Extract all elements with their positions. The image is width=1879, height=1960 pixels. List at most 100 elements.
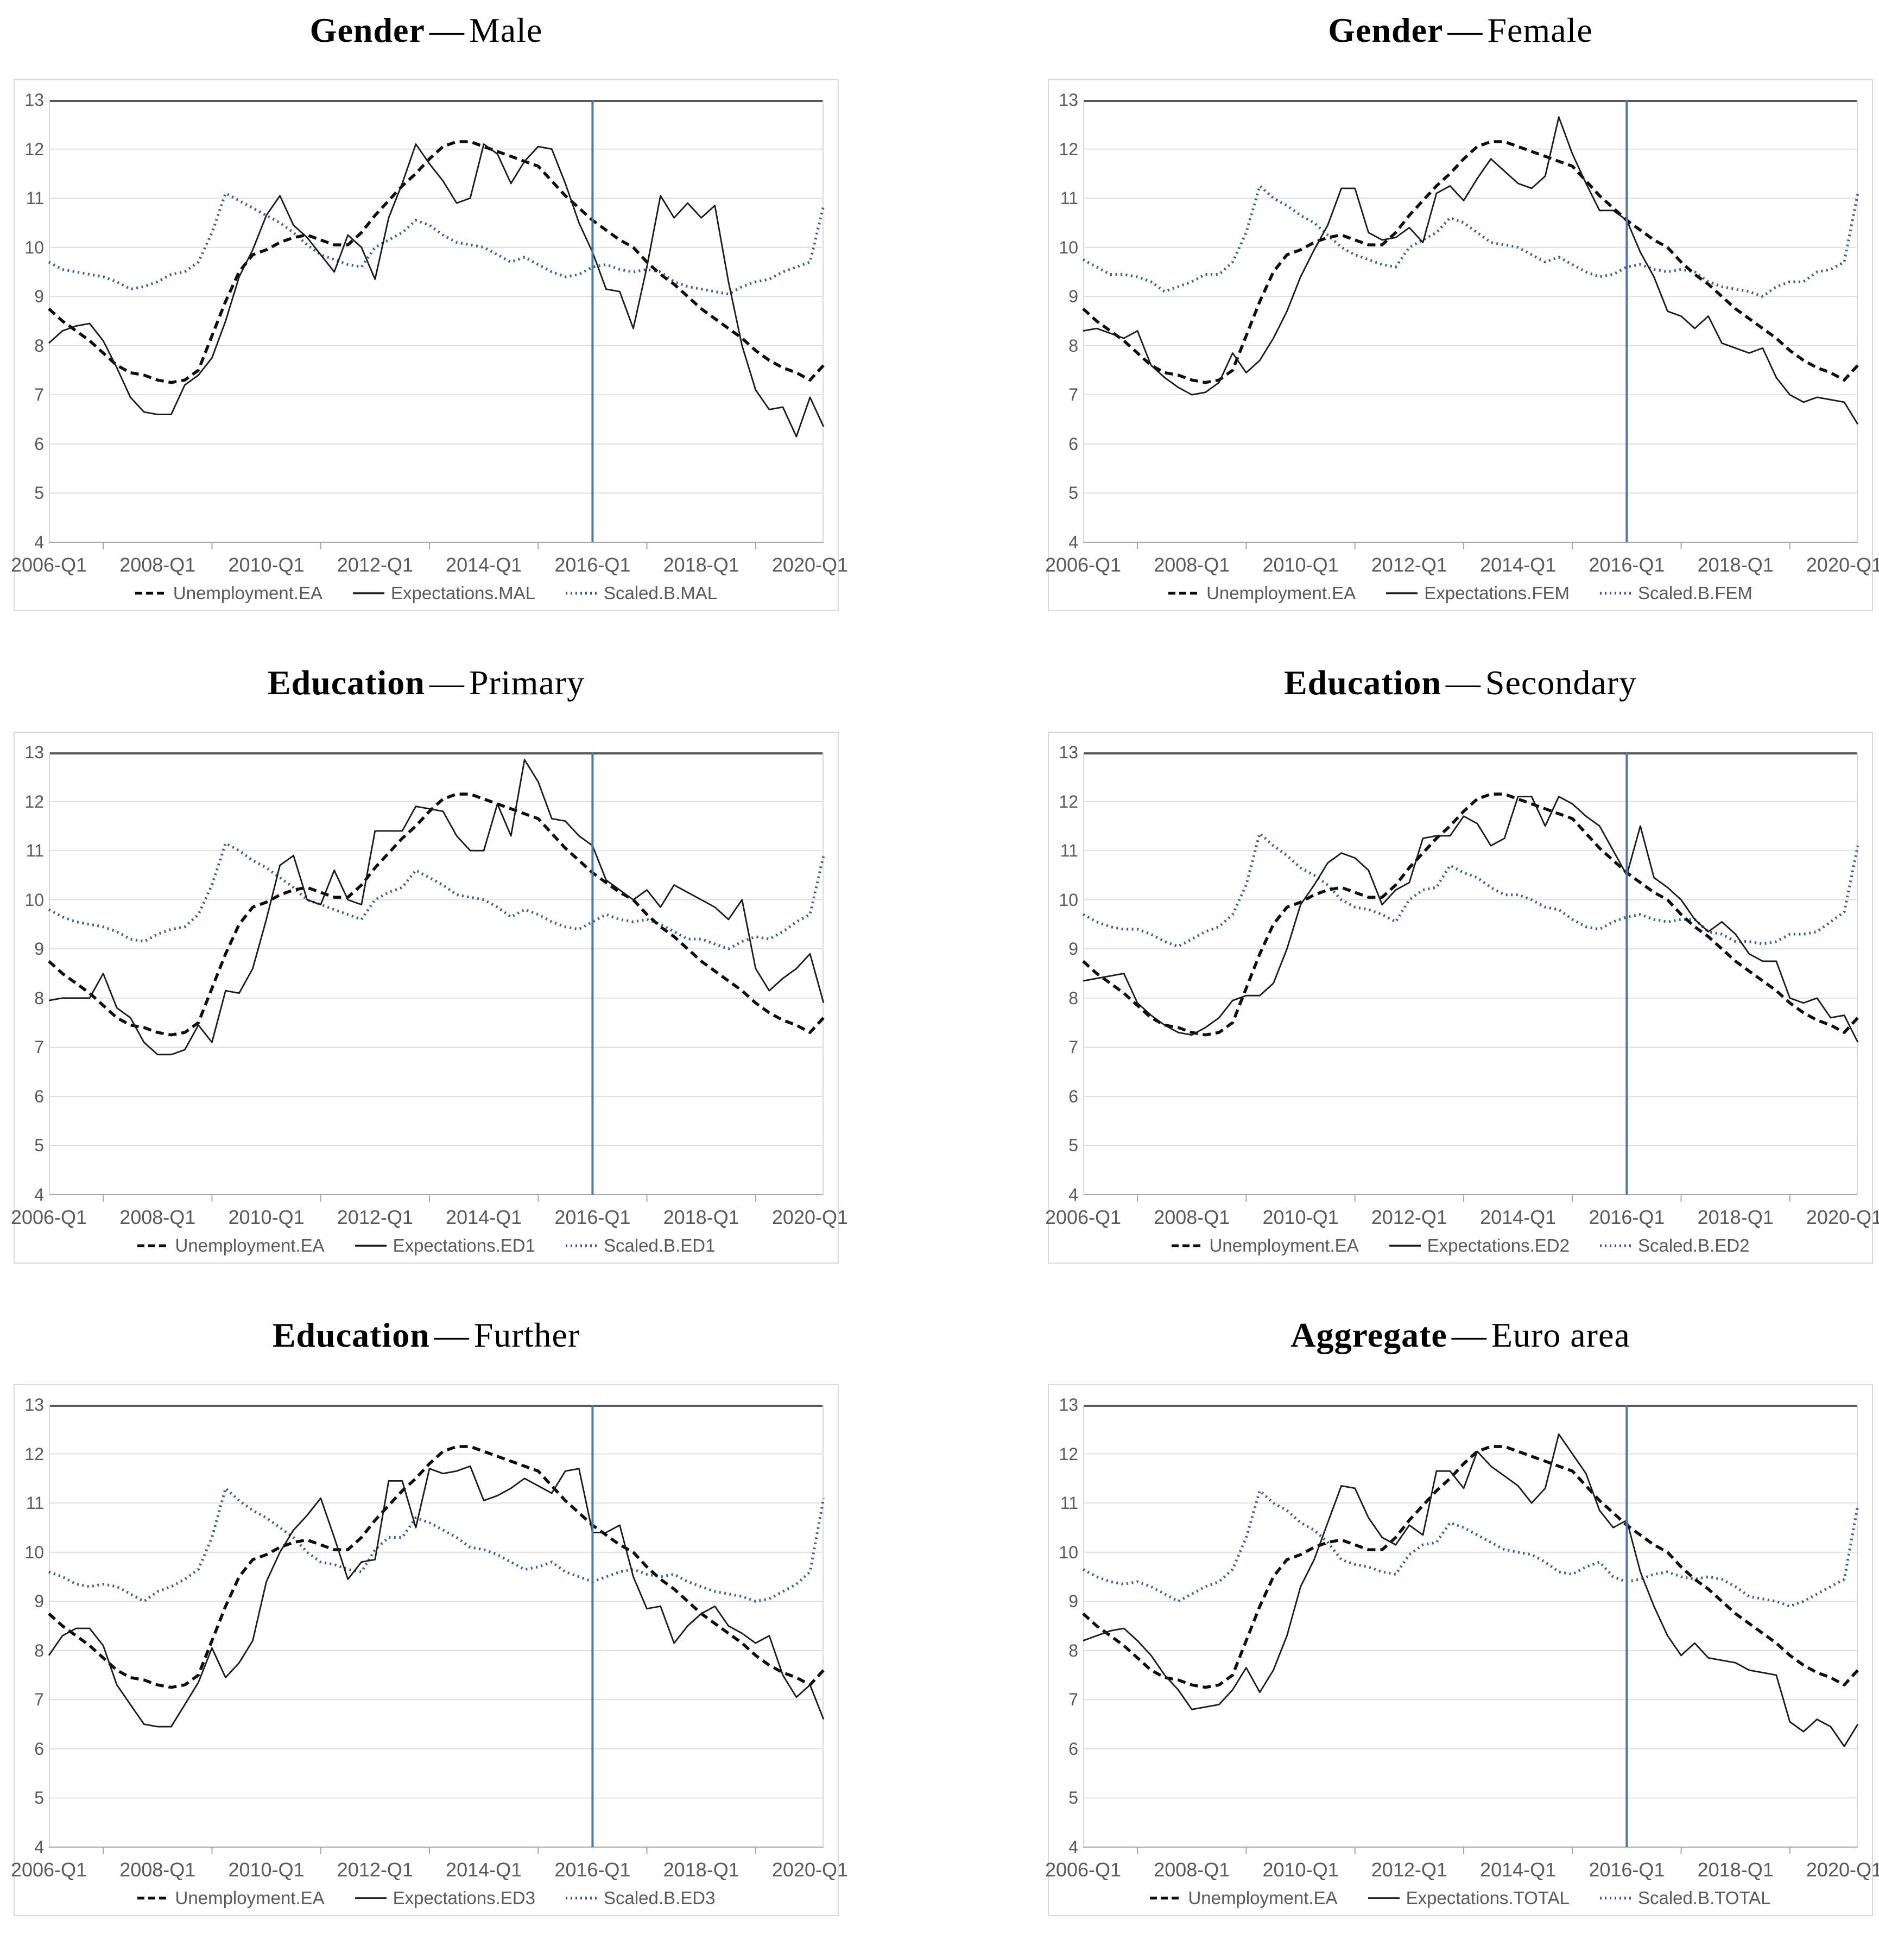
chart-title: Education — Primary [14,661,839,705]
y-axis-tick-label: 5 [1068,1136,1078,1156]
y-axis-tick-label: 8 [1068,1640,1078,1660]
y-axis-tick-label: 10 [24,237,44,257]
y-axis-tick-label: 10 [1059,890,1078,910]
legend-label: Scaled.B.TOTAL [1637,1888,1771,1908]
unemployment-line [48,792,825,1037]
chart-title: Gender — Male [14,9,839,52]
x-axis-tick-label: 2020-Q1 [1806,554,1879,576]
plot-area [1082,100,1859,549]
legend-dotted-icon [565,1244,597,1247]
scaled-b-line [48,192,825,296]
chart-canvas [48,100,825,549]
y-axis-tick-label: 13 [24,1395,44,1415]
legend-item: Unemployment.EA [137,1888,325,1908]
legend-item: Scaled.B.ED1 [565,1235,715,1256]
chart-canvas [1082,752,1859,1202]
scaled-b-line [1082,832,1859,948]
y-axis-tick-label: 8 [1068,335,1078,356]
x-axis-tick-label: 2012-Q1 [337,554,413,576]
chart-title-category: Education [272,1316,430,1354]
y-axis-tick-label: 12 [1059,791,1078,811]
y-axis-tick-label: 9 [34,287,44,307]
chart-frame: 13 12 11 10 9 8 7 6 5 4 2006-Q1 2008-Q1 2010-Q1 2012… [11,1384,848,1916]
plot-area [48,100,825,549]
legend: Unemployment.EA Expectations.ED1 Scaled.B.… [15,1235,838,1256]
x-axis-tick-label: 2008-Q1 [1154,1858,1230,1881]
legend-item: Expectations.FEM [1386,583,1570,604]
chart-title-category: Education [267,663,425,702]
y-axis-tick-label: 6 [1068,434,1078,454]
y-axis-tick-label: 5 [1068,483,1078,503]
legend-item: Unemployment.EA [1150,1888,1338,1908]
y-axis-tick-label: 12 [1059,139,1078,159]
chart-title-group: Female [1487,11,1593,49]
legend-label: Expectations.TOTAL [1406,1888,1570,1908]
legend-dash-icon [137,1896,169,1900]
chart-panel: Education — Primary 13 12 11 10 9 8 7 6 5 4 2006-Q1… [10,652,848,1264]
x-axis-tick-label: 2010-Q1 [1262,1858,1339,1881]
legend-solid-icon [1386,592,1418,594]
legend: Unemployment.EA Expectations.ED3 Scaled.B.… [15,1888,838,1908]
chart-title: Education — Further [14,1314,839,1357]
y-axis-tick-label: 5 [34,483,44,503]
y-axis-tick-label: 5 [1068,1788,1078,1808]
chart-title-category: Gender [309,11,425,49]
unemployment-line [48,140,825,384]
x-axis-tick-label: 2018-Q1 [663,554,739,576]
chart-title-group: Euro area [1491,1316,1630,1354]
x-axis-tick-label: 2006-Q1 [1045,1206,1122,1228]
legend-item: Unemployment.EA [137,1235,325,1256]
x-axis-tick-label: 2018-Q1 [1697,1206,1774,1228]
legend-dash-icon [1171,1244,1203,1247]
unemployment-line [1082,1445,1859,1689]
y-axis-tick-label: 5 [34,1136,44,1156]
x-axis-tick-label: 2008-Q1 [119,554,196,576]
unemployment-line [1082,140,1859,384]
legend-item: Expectations.ED1 [355,1235,535,1256]
x-axis-tick-label: 2010-Q1 [228,1858,305,1881]
plot-area [1082,752,1859,1202]
x-axis-tick-label: 2020-Q1 [771,1206,849,1228]
y-axis-tick-label: 7 [34,1037,44,1057]
legend-label: Unemployment.EA [175,1888,325,1908]
y-axis-tick-label: 8 [34,988,44,1008]
chart-title: Education — Secondary [1048,661,1873,705]
chart-title-category: Gender [1328,11,1444,49]
plot-area [48,752,825,1202]
legend-label: Scaled.B.ED2 [1637,1235,1750,1255]
legend-label: Expectations.ED1 [393,1235,535,1255]
y-axis-tick-label: 9 [1068,939,1078,959]
y-axis-tick-label: 11 [26,1493,44,1513]
scaled-b-line [48,842,825,950]
legend-solid-icon [355,1245,387,1247]
legend-item: Unemployment.EA [1171,1235,1359,1256]
legend-item: Expectations.MAL [353,583,535,604]
y-axis-tick-label: 5 [34,1788,44,1808]
x-axis-tick-label: 2014-Q1 [1480,1206,1557,1228]
legend-item: Unemployment.EA [1168,583,1356,604]
x-axis-tick-label: 2006-Q1 [10,1206,87,1228]
chart-title-group: Primary [469,663,585,702]
x-axis-tick-label: 2018-Q1 [1697,1858,1774,1881]
y-axis-tick-label: 11 [26,841,44,861]
x-axis-tick-label: 2010-Q1 [1262,1206,1339,1228]
x-axis-tick-label: 2008-Q1 [1154,554,1230,576]
y-axis-tick-label: 6 [34,1739,44,1759]
chart-panel: Gender — Female 13 12 11 10 9 8 7 6 5 4 2006-Q1 2008… [1045,0,1879,611]
chart-panel: Gender — Male 13 12 11 10 9 8 7 6 5 4 2006-Q1 2008-Q… [11,0,848,611]
x-axis-tick-label: 2018-Q1 [663,1858,739,1881]
legend: Unemployment.EA Expectations.ED2 Scaled.B.… [1049,1235,1872,1256]
legend-item: Expectations.ED3 [355,1888,535,1908]
y-axis-tick-label: 6 [34,1086,44,1106]
legend-label: Expectations.MAL [391,583,535,603]
legend-solid-icon [1389,1245,1421,1247]
expectations-line [48,143,825,437]
y-axis-tick-label: 10 [1059,1542,1078,1562]
expectations-line [1083,116,1859,425]
chart-panel: Education — Further 13 12 11 10 9 8 7 6 5 4 2006-Q1… [11,1305,848,1916]
x-axis-tick-label: 2006-Q1 [1045,1858,1122,1881]
y-axis-tick-label: 7 [1068,385,1078,405]
x-axis-tick-label: 2008-Q1 [119,1206,196,1228]
legend-label: Scaled.B.FEM [1637,583,1753,603]
chart-frame: 13 12 11 10 9 8 7 6 5 4 2006-Q1 2008-Q1 2010-Q1 2012… [1045,732,1879,1264]
